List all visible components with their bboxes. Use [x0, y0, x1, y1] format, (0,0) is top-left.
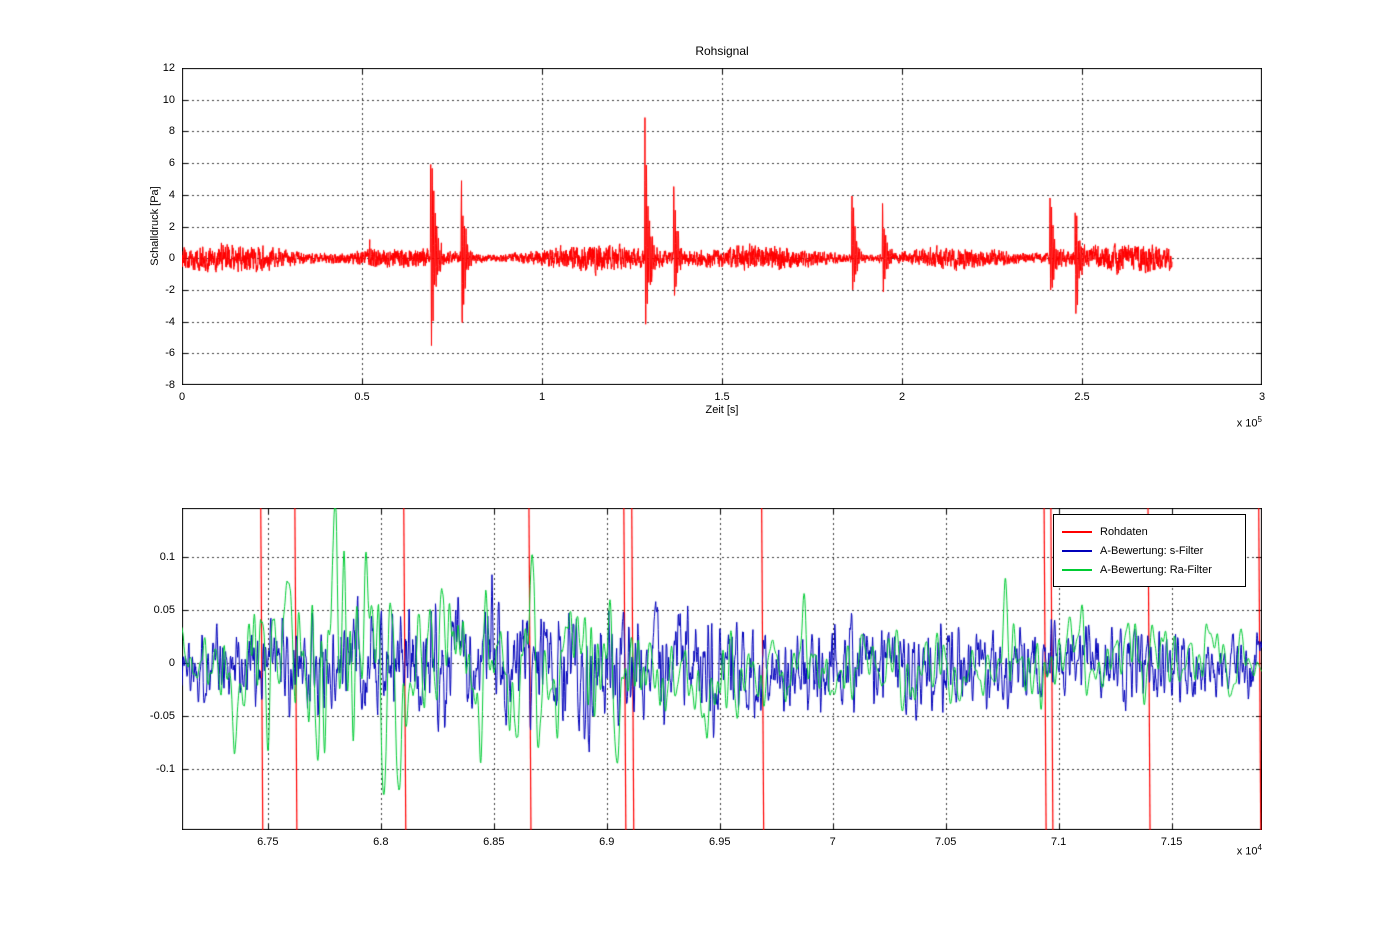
x-tick-label: 2.5 [1074, 391, 1090, 403]
y-tick-label: 2 [168, 220, 175, 233]
x-tick-label: 7.1 [1050, 836, 1067, 848]
y-tick-label: -0.05 [149, 709, 175, 722]
y-tick-label: -0.1 [156, 762, 175, 775]
legend-item-s-filter: A-Bewertung: s-Filter [1062, 541, 1241, 560]
legend-item-rohdaten: Rohdaten [1062, 522, 1241, 541]
legend-label-s-filter: A-Bewertung: s-Filter [1100, 544, 1204, 557]
y-tick-label: 0.1 [159, 550, 175, 563]
y-tick-label: 6 [168, 157, 175, 170]
y-tick-label: 0.05 [153, 603, 175, 616]
legend-line-rohdaten [1062, 530, 1092, 533]
x-tick-label: 2 [898, 391, 906, 403]
y-tick-label: 0 [168, 252, 175, 265]
x-tick-label: 6.85 [483, 836, 505, 848]
y-tick-label: -4 [165, 315, 175, 328]
plot1-x-scale-base: x 10 [1236, 417, 1258, 430]
x-tick-label: 6.8 [373, 836, 389, 848]
x-tick-label: 6.95 [709, 836, 731, 848]
y-tick-label: 10 [162, 93, 175, 106]
plot1-canvas [182, 68, 1262, 385]
legend-line-s-filter [1062, 549, 1092, 552]
legend-label-rohdaten: Rohdaten [1100, 525, 1148, 538]
plot2-x-scale-multiplier: x 104 [1162, 841, 1262, 859]
y-tick-label: 4 [168, 188, 175, 201]
x-tick-label: 6.9 [599, 836, 615, 848]
x-tick-label: 7 [829, 836, 836, 848]
y-tick-label: 8 [168, 125, 175, 138]
plot1-x-scale-multiplier: x 105 [1162, 413, 1262, 431]
plot2-x-scale-exponent: 4 [1257, 843, 1262, 852]
x-tick-label: 3 [1258, 391, 1266, 403]
y-tick-label: -8 [165, 379, 175, 391]
x-tick-label: 7.05 [934, 836, 957, 848]
y-tick-label: 0 [168, 656, 175, 669]
legend-line-ra-filter [1062, 568, 1092, 571]
plot1-x-axis-label: Zeit [s] [705, 404, 739, 416]
plot2-x-scale-base: x 10 [1236, 845, 1258, 858]
x-tick-label: 0 [178, 391, 186, 403]
plot1-title: Rohsignal [695, 44, 749, 58]
legend-label-ra-filter: A-Bewertung: Ra-Filter [1100, 563, 1212, 576]
y-tick-label: 12 [162, 62, 175, 74]
x-tick-label: 6.75 [257, 836, 279, 848]
y-tick-label: -2 [165, 283, 175, 296]
legend: Rohdaten A-Bewertung: s-Filter A-Bewertu… [1053, 514, 1246, 587]
x-tick-label: 0.5 [354, 391, 370, 403]
y-tick-label: -6 [165, 347, 175, 360]
x-tick-label: 1.5 [714, 391, 730, 403]
legend-item-ra-filter: A-Bewertung: Ra-Filter [1062, 560, 1241, 579]
plot1-x-scale-exponent: 5 [1257, 415, 1262, 424]
x-tick-label: 7.15 [1160, 836, 1183, 848]
x-tick-label: 1 [538, 391, 546, 403]
